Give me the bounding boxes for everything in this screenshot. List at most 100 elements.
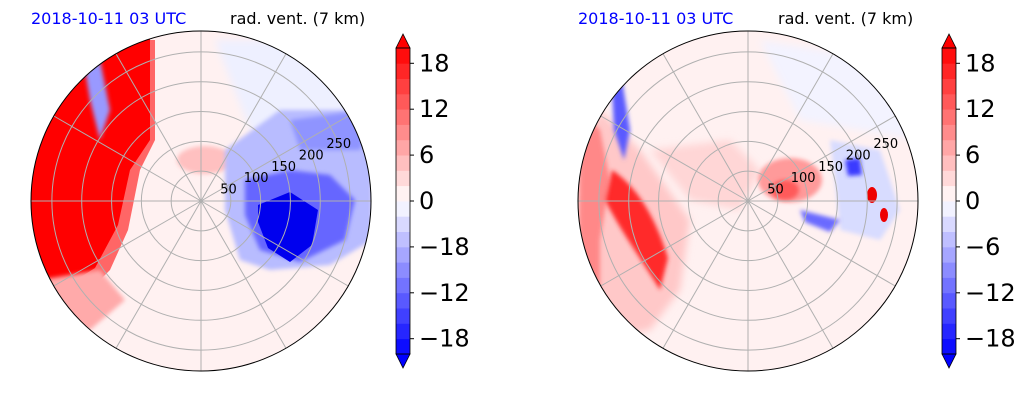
- polar-frame-1: [30, 30, 372, 372]
- radial-tick-label: 150: [271, 160, 296, 175]
- colorbar-segment: [396, 124, 410, 141]
- colorbar-extend-bottom: [941, 353, 957, 369]
- contour-field-1: [31, 31, 371, 371]
- angular-gridline: [600, 200, 749, 287]
- colorbar-segment: [396, 170, 410, 187]
- negative-ne-1: [290, 112, 368, 150]
- radial-tick-label: 150: [818, 160, 843, 175]
- colorbar-extend-bottom: [395, 353, 411, 369]
- colorbar-tick-label: −12: [965, 279, 1016, 307]
- colorbar-segment: [942, 308, 956, 324]
- colorbar-segment: [396, 139, 410, 156]
- colorbar-tick-label: 0: [965, 187, 980, 215]
- colorbar-segment: [396, 246, 410, 263]
- polar-grid-1: [31, 31, 371, 371]
- angular-gridline: [747, 200, 834, 349]
- colorbar-segment: [942, 78, 956, 95]
- colorbar-segment: [942, 216, 956, 232]
- colorbar-segment: [942, 338, 956, 355]
- angular-gridline: [600, 115, 749, 202]
- colorbar-segment: [942, 185, 956, 202]
- colorbar-segment: [942, 277, 956, 294]
- colorbar-extend-top: [941, 33, 957, 49]
- negative-streak-2: [612, 80, 630, 160]
- radial-tick-label: 100: [244, 171, 269, 186]
- colorbar-2: [941, 33, 957, 369]
- colorbar-segment: [396, 277, 410, 294]
- colorbar-segment: [396, 338, 410, 355]
- colorbar-segment: [396, 262, 410, 278]
- angular-gridline: [200, 115, 349, 202]
- colorbar-tick-label: 12: [965, 95, 996, 123]
- colorbar-tick-label: 18: [965, 49, 996, 77]
- negative-spot-2b: [800, 210, 840, 232]
- colorbar-segment: [396, 78, 410, 95]
- colorbar-ticks-1: 18 12 6 0 −18 −12 −18: [410, 49, 470, 353]
- colorbar-segment: [396, 63, 410, 79]
- colorbar-segment: [942, 246, 956, 263]
- colorbar-segment: [396, 231, 410, 248]
- contour-field-2: [578, 31, 918, 371]
- angular-gridline: [200, 200, 287, 349]
- angular-gridline: [200, 53, 287, 202]
- angular-gridline: [115, 200, 202, 349]
- radial-tick-label: 100: [791, 171, 816, 186]
- polar-frame-2: [577, 30, 919, 372]
- colorbar-tick-label: −18: [419, 325, 470, 353]
- angular-gridline: [53, 200, 202, 287]
- colorbar-segment: [396, 48, 410, 64]
- polar-panel-1: 2018-10-11 03 UTC rad. vent. (7 km) 50 10…: [30, 9, 470, 372]
- colorbar-segment: [942, 170, 956, 187]
- angular-gridline: [662, 53, 749, 202]
- negative-core-1: [258, 192, 318, 262]
- title-2: rad. vent. (7 km): [778, 9, 913, 28]
- angular-gridline: [747, 53, 834, 202]
- colorbar-segment: [396, 93, 410, 110]
- date-label-1: 2018-10-11 03 UTC: [31, 9, 186, 28]
- angular-gridline: [200, 200, 349, 287]
- colorbar-tick-label: −18: [965, 325, 1016, 353]
- colorbar-segment: [396, 216, 410, 232]
- radial-tick-label: 200: [299, 148, 324, 163]
- colorbar-segment: [396, 323, 410, 340]
- colorbar-segment: [942, 93, 956, 110]
- colorbar-extend-top: [395, 33, 411, 49]
- positive-spot-2a: [867, 187, 877, 203]
- radial-tick-label: 250: [873, 137, 898, 152]
- negative-streak-1: [85, 60, 110, 140]
- colorbar-tick-label: 6: [965, 141, 980, 169]
- colorbar-segment: [942, 201, 956, 217]
- colorbar-segment: [942, 231, 956, 248]
- colorbar-segment: [942, 155, 956, 171]
- angular-gridline: [53, 115, 202, 202]
- colorbar-segment: [942, 262, 956, 278]
- colorbar-tick-label: −6: [965, 233, 1000, 261]
- title-1: rad. vent. (7 km): [230, 9, 365, 28]
- colorbar-segment: [942, 139, 956, 156]
- colorbar-1: [395, 33, 411, 369]
- radial-tick-label: 200: [846, 148, 871, 163]
- colorbar-segment: [942, 109, 956, 125]
- positive-band-core-2: [605, 170, 668, 290]
- colorbar-segment: [396, 109, 410, 125]
- colorbar-tick-label: 18: [419, 49, 450, 77]
- radial-tick-label: 50: [220, 183, 237, 198]
- radial-tick-label: 50: [767, 183, 784, 198]
- polar-grid-2: [578, 31, 918, 371]
- date-label-2: 2018-10-11 03 UTC: [578, 9, 733, 28]
- colorbar-tick-label: 0: [419, 187, 434, 215]
- colorbar-segment: [942, 323, 956, 340]
- colorbar-segment: [942, 124, 956, 141]
- colorbar-segment: [396, 308, 410, 324]
- positive-east-core-2: [771, 180, 799, 200]
- angular-gridline: [115, 53, 202, 202]
- colorbar-tick-label: 12: [419, 95, 450, 123]
- colorbar-segment: [396, 185, 410, 202]
- colorbar-tick-label: 6: [419, 141, 434, 169]
- positive-center-1: [177, 146, 233, 174]
- colorbar-segment: [396, 155, 410, 171]
- colorbar-tick-label: −12: [419, 279, 470, 307]
- colorbar-tick-label: −18: [419, 233, 470, 261]
- colorbar-segment: [942, 292, 956, 309]
